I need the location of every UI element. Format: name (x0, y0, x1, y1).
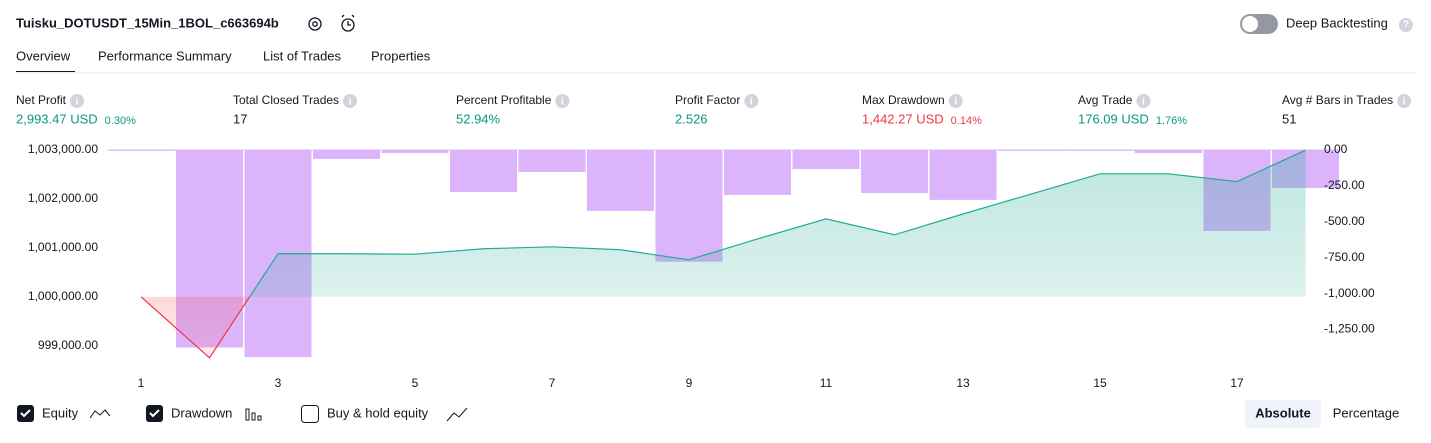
absolute-button[interactable]: Absolute (1255, 405, 1311, 420)
metric-value: 51 (1282, 111, 1296, 126)
info-glyph: i (954, 97, 957, 108)
drawdown-bar (313, 150, 380, 159)
y-tick-label: 1,003,000.00 (28, 142, 98, 156)
info-circle (70, 94, 85, 108)
info-circle (1397, 94, 1412, 108)
y2-tick-label: -1,250.00 (1324, 322, 1375, 336)
metric-pct: 1.76% (1156, 115, 1187, 127)
settings-icon[interactable] (308, 17, 322, 31)
alert-icon[interactable] (341, 14, 355, 32)
metric-label: Avg # Bars in Trades (1282, 93, 1393, 107)
y-tick-label: 999,000.00 (38, 338, 98, 352)
x-tick-label: 11 (820, 376, 833, 390)
metric-pct: 0.14% (951, 115, 982, 127)
metric-label: Avg Trade (1078, 93, 1133, 107)
info-circle (948, 94, 963, 108)
drawdown-bar (929, 150, 997, 200)
y-tick-label: 1,000,000.00 (28, 289, 98, 303)
info-icon[interactable]: i (948, 94, 963, 108)
drawdown-bar (792, 150, 860, 170)
drawdown-bar (381, 150, 449, 153)
metric-value: 2,993.47 USD (16, 111, 98, 126)
buyhold-checkbox[interactable] (301, 405, 319, 423)
info-glyph: i (1142, 97, 1145, 108)
tab[interactable]: Performance Summary (98, 48, 232, 63)
toggle-label: Deep Backtesting (1286, 15, 1388, 30)
legend-equity: Equity (42, 405, 79, 420)
deep-toggle[interactable] (1240, 14, 1278, 34)
drawdown-bar (724, 150, 791, 195)
strategy-title: Tuisku_DOTUSDT_15Min_1BOL_c663694b (16, 15, 279, 30)
metric-label: Percent Profitable (456, 93, 552, 107)
info-circle (744, 94, 759, 108)
percentage-button[interactable]: Percentage (1333, 405, 1400, 420)
metric-value: 17 (233, 111, 247, 126)
metric-label: Total Closed Trades (233, 93, 339, 107)
legend-drawdown: Drawdown (171, 405, 232, 420)
info-icon[interactable]: i (744, 94, 759, 108)
metric-value: 2.526 (675, 111, 708, 126)
x-tick-label: 13 (956, 376, 970, 390)
y2-tick-label: -500.00 (1324, 214, 1365, 228)
info-icon[interactable]: i (555, 94, 570, 108)
metric-pct: 0.30% (105, 115, 136, 127)
drawdown-bar (587, 150, 654, 211)
help-icon[interactable]: ? (1399, 18, 1413, 32)
x-tick-label: 3 (275, 376, 282, 390)
info-glyph: i (561, 97, 564, 108)
metric-value: 1,442.27 USD (862, 111, 944, 126)
metric-value: 176.09 USD (1078, 111, 1149, 126)
equity-line (141, 149, 1306, 297)
x-tick-label: 7 (549, 376, 556, 390)
drawdown-bar (1066, 150, 1134, 151)
info-circle (343, 94, 358, 108)
info-circle (555, 94, 570, 108)
x-tick-label: 1 (138, 376, 145, 390)
metric-value: 52.94% (456, 111, 501, 126)
x-tick-label: 15 (1093, 376, 1107, 390)
separator (16, 72, 1415, 74)
drawdown-bar (1135, 150, 1202, 154)
svg-text:?: ? (1403, 20, 1409, 31)
drawdown-icon (245, 408, 262, 421)
tab[interactable]: Properties (371, 48, 431, 63)
x-tick-label: 5 (412, 376, 419, 390)
drawdown-bar (450, 150, 517, 192)
info-glyph: i (750, 97, 753, 108)
x-tick-label: 9 (686, 376, 693, 390)
drawdown-bar (861, 150, 928, 193)
y2-tick-label: -250.00 (1324, 178, 1365, 192)
info-icon[interactable]: i (1397, 94, 1412, 108)
drawdown-checkbox[interactable] (146, 405, 163, 422)
buyhold-icon (446, 407, 468, 422)
equity-checkbox[interactable] (17, 405, 34, 422)
metric-label: Profit Factor (675, 93, 740, 107)
x-tick-label: 17 (1230, 376, 1244, 390)
drawdown-bar (107, 150, 175, 151)
info-icon[interactable]: i (343, 94, 358, 108)
info-icon[interactable]: i (1136, 94, 1151, 108)
metric-label: Net Profit (16, 93, 67, 107)
info-glyph: i (1403, 97, 1406, 108)
drawdown-bar (998, 150, 1065, 151)
equity-area (249, 150, 1306, 297)
absolute-button-bg[interactable] (1245, 400, 1321, 428)
metric-label: Max Drawdown (862, 93, 945, 107)
y2-tick-label: -750.00 (1324, 250, 1365, 264)
equity-icon (89, 409, 111, 419)
drawdown-bar (655, 150, 723, 262)
y-tick-label: 1,001,000.00 (28, 240, 98, 254)
info-glyph: i (349, 97, 352, 108)
tab[interactable]: List of Trades (263, 48, 342, 63)
info-glyph: i (76, 97, 79, 108)
drawdown-bar (518, 150, 586, 173)
y2-tick-label: -1,000.00 (1324, 286, 1375, 300)
info-circle (1136, 94, 1151, 108)
y-tick-label: 1,002,000.00 (28, 191, 98, 205)
tab[interactable]: Overview (16, 48, 71, 63)
legend-buyhold: Buy & hold equity (327, 405, 429, 420)
y2-tick-label: 0.00 (1324, 142, 1348, 156)
info-icon[interactable]: i (70, 94, 85, 108)
